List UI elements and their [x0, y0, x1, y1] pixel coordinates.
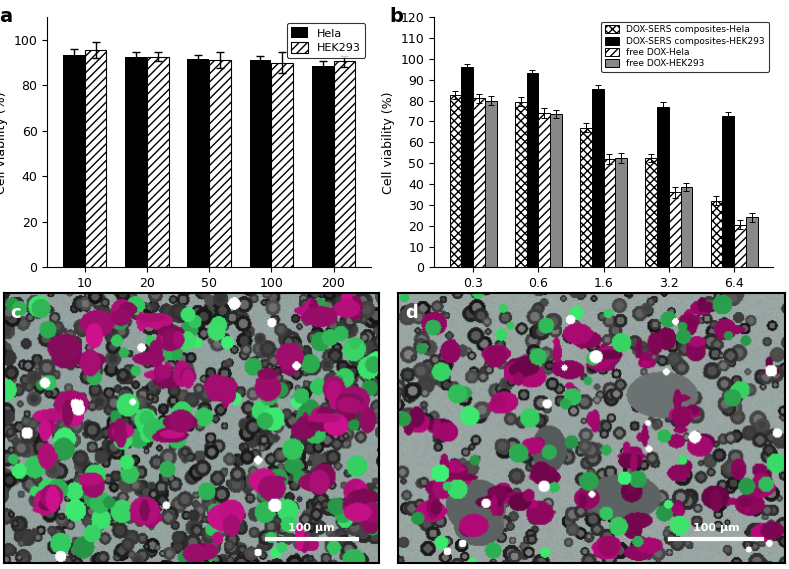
Bar — [271, 63, 293, 267]
Bar — [187, 59, 209, 267]
Bar — [592, 89, 604, 267]
Bar — [657, 107, 669, 267]
X-axis label: Nanocarriers concentration (μg/ml): Nanocarriers concentration (μg/ml) — [99, 296, 320, 309]
Legend: DOX-SERS composites-Hela, DOX-SERS composites-HEK293, free DOX-Hela, free DOX-HE: DOX-SERS composites-Hela, DOX-SERS compo… — [601, 22, 768, 72]
Bar — [615, 158, 627, 267]
Bar — [645, 158, 657, 267]
Text: b: b — [390, 7, 404, 26]
Text: 100 μm: 100 μm — [288, 523, 335, 533]
Bar — [746, 217, 757, 267]
Y-axis label: Cell viability (%): Cell viability (%) — [0, 91, 8, 193]
Bar — [249, 60, 271, 267]
Bar — [515, 102, 526, 267]
Bar — [334, 61, 355, 267]
Bar — [484, 101, 496, 267]
Text: 100 μm: 100 μm — [693, 523, 739, 533]
Bar — [147, 57, 169, 267]
Bar — [734, 225, 746, 267]
Bar — [526, 73, 538, 267]
Bar — [312, 66, 334, 267]
Bar — [681, 187, 692, 267]
Legend: Hela, HEK293: Hela, HEK293 — [287, 23, 365, 57]
Bar — [125, 57, 147, 267]
X-axis label: DOX equivalent concentration (μg/ml): DOX equivalent concentration (μg/ml) — [484, 296, 723, 309]
Bar — [462, 67, 473, 267]
Bar — [550, 114, 562, 267]
Text: a: a — [0, 7, 12, 26]
Bar — [604, 159, 615, 267]
Text: c: c — [10, 303, 21, 321]
Y-axis label: Cell viability (%): Cell viability (%) — [382, 91, 394, 193]
Bar — [450, 96, 462, 267]
Bar — [63, 55, 84, 267]
Bar — [538, 113, 550, 267]
Text: d: d — [405, 303, 418, 321]
Bar — [209, 60, 231, 267]
Bar — [580, 127, 592, 267]
Bar — [723, 116, 734, 267]
Bar — [711, 201, 723, 267]
Bar — [473, 98, 484, 267]
Bar — [84, 50, 107, 267]
Bar — [669, 192, 681, 267]
